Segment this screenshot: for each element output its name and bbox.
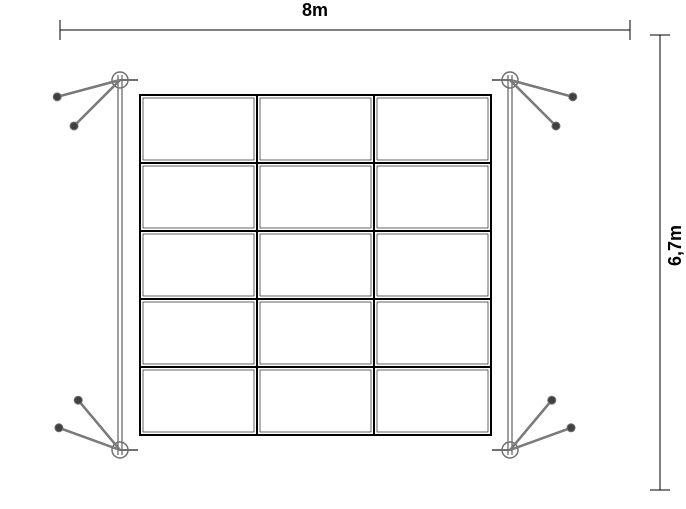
diagram-stage: 8m 6,7m: [0, 0, 686, 509]
diagram-svg: [0, 0, 686, 509]
